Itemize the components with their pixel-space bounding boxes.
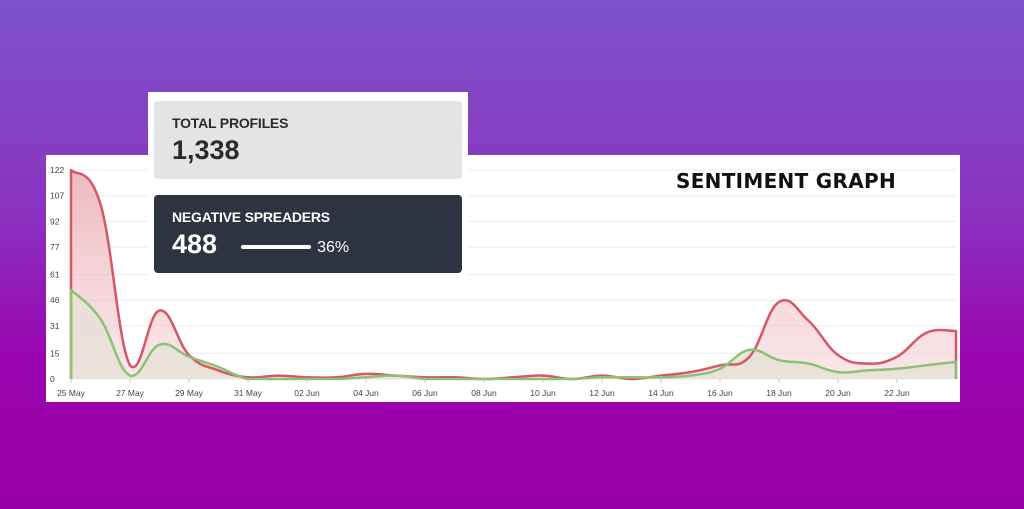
y-tick-label: 31 [50, 321, 60, 331]
total-profiles-card: TOTAL PROFILES 1,338 [154, 101, 462, 179]
negative-spreaders-card: NEGATIVE SPREADERS 488 36% [154, 195, 462, 273]
y-tick-label: 15 [50, 348, 60, 358]
x-tick-label: 22 Jun [884, 388, 910, 398]
x-tick-label: 04 Jun [353, 388, 379, 398]
total-profiles-label: TOTAL PROFILES [172, 115, 289, 131]
x-tick-label: 02 Jun [294, 388, 320, 398]
x-tick-label: 25 May [57, 388, 86, 398]
negative-share-percent: 36% [317, 238, 350, 256]
x-axis: 25 May 27 May 29 May 31 May 02 Jun 04 Jun 06 J… [57, 379, 910, 398]
negative-spreaders-label: NEGATIVE SPREADERS [172, 209, 330, 225]
x-tick-label: 06 Jun [412, 388, 438, 398]
y-tick-label: 61 [50, 270, 60, 280]
x-tick-label: 20 Jun [825, 388, 851, 398]
x-tick-label: 31 May [234, 388, 263, 398]
y-tick-label: 107 [50, 191, 64, 201]
negative-spreaders-value: 488 [172, 229, 218, 259]
x-tick-label: 10 Jun [530, 388, 556, 398]
x-tick-label: 16 Jun [707, 388, 733, 398]
y-tick-label: 0 [50, 374, 55, 384]
total-profiles-value: 1,338 [172, 135, 240, 165]
line-other [69, 288, 958, 381]
x-tick-label: 12 Jun [589, 388, 615, 398]
x-tick-label: 08 Jun [471, 388, 497, 398]
chart-series [69, 168, 958, 381]
x-tick-label: 27 May [116, 388, 145, 398]
x-tick-label: 29 May [175, 388, 204, 398]
y-tick-label: 77 [50, 242, 60, 252]
negative-share-progress-bar [241, 244, 312, 249]
x-tick-label: 14 Jun [648, 388, 674, 398]
y-axis: 0 15 31 46 61 77 92 107 122 [50, 165, 64, 384]
y-tick-label: 46 [50, 295, 60, 305]
x-tick-label: 18 Jun [766, 388, 792, 398]
y-tick-label: 122 [50, 165, 64, 175]
chart-title: SENTIMENT GRAPH [676, 169, 896, 193]
y-tick-label: 92 [50, 216, 60, 226]
area-fill-other [71, 289, 956, 379]
